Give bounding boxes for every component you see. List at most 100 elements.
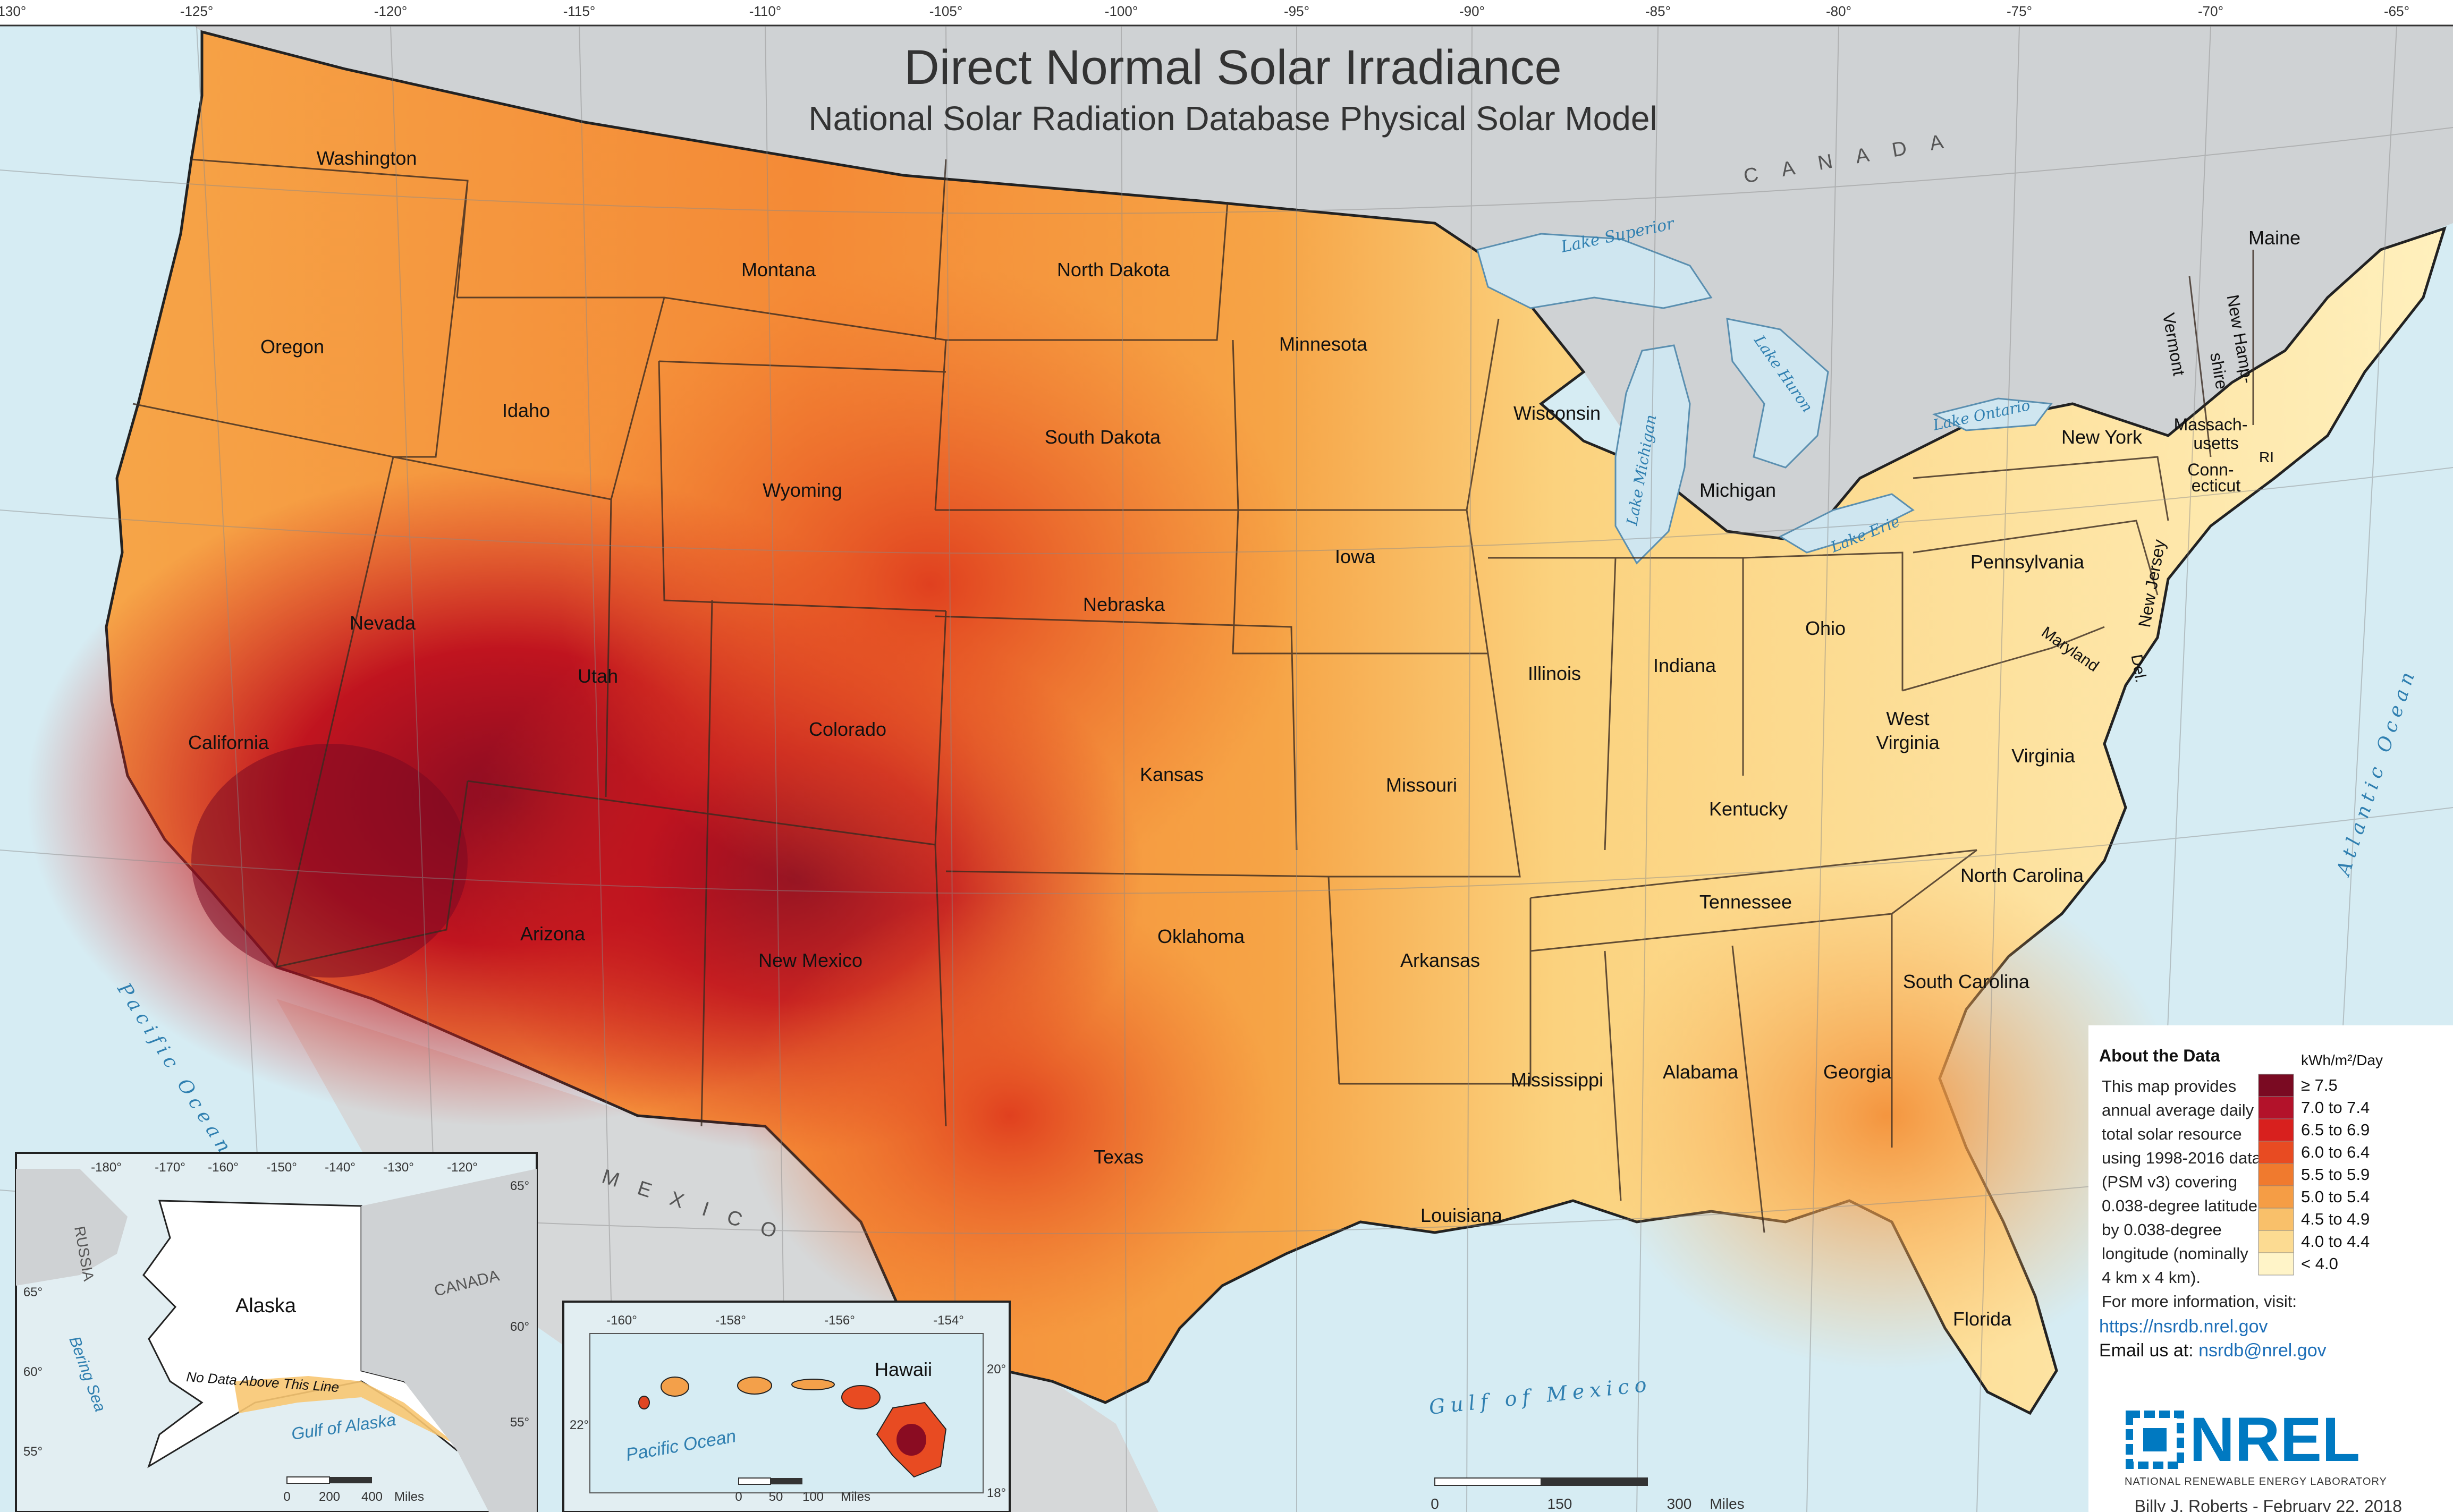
canada-inset-land [361, 1169, 537, 1512]
state-label-georgia: Georgia [1823, 1061, 1892, 1083]
state-label-west-virginia-line1: West [1886, 708, 1929, 729]
nrel-logo: NREL NATIONAL RENEWABLE ENERGY LABORATOR… [2125, 1405, 2387, 1488]
hi-scale-label: 100 [802, 1490, 824, 1504]
ak-lon-label: -150° [266, 1160, 297, 1175]
state-label-new-york: New York [2061, 426, 2143, 448]
email-link[interactable]: nsrdb@nrel.gov [2198, 1340, 2327, 1361]
top-frame [0, 0, 2453, 26]
big-island-heat [896, 1424, 926, 1456]
map-title: Direct Normal Solar Irradiance [904, 40, 1561, 95]
ak-scale-label: 400 [361, 1490, 383, 1504]
molokai-island [791, 1379, 835, 1390]
nsrdb-link[interactable]: https://nsrdb.nrel.gov [2099, 1316, 2268, 1337]
legend-swatch [2258, 1141, 2294, 1164]
lake-superior [1476, 233, 1713, 309]
state-label-utah: Utah [578, 665, 618, 687]
state-label-montana: Montana [741, 259, 816, 281]
about-line: This map provides [2102, 1077, 2236, 1095]
lon-label: -75° [2007, 3, 2032, 19]
state-label-maine: Maine [2248, 227, 2300, 249]
state-label-idaho: Idaho [502, 400, 550, 421]
about-line: total solar resource [2102, 1125, 2242, 1143]
legend-label: 5.5 to 5.9 [2301, 1165, 2370, 1184]
state-label-illinois: Illinois [1528, 662, 1581, 684]
alaska-label: Alaska [235, 1295, 297, 1317]
lon-label: -125° [180, 3, 213, 19]
ak-scale-label: 0 [283, 1490, 290, 1504]
about-line: longitude (nominally [2102, 1244, 2248, 1263]
legend-label: 6.0 to 6.4 [2301, 1143, 2370, 1161]
lon-label: -100° [1105, 3, 1138, 19]
about-line: (PSM v3) covering [2102, 1173, 2237, 1191]
lon-label: -120° [374, 3, 407, 19]
scale-label: 150 [1547, 1496, 1572, 1512]
state-label-washington: Washington [317, 147, 417, 169]
legend-label: 4.0 to 4.4 [2301, 1232, 2370, 1251]
russia-land [16, 1169, 128, 1286]
lon-label: -85° [1645, 3, 1671, 19]
nrel-tagline: NATIONAL RENEWABLE ENERGY LABORATORY [2125, 1476, 2387, 1488]
ak-lat-label: 65° [510, 1179, 529, 1193]
hi-lat-label: 22° [570, 1418, 589, 1432]
state-label-north-carolina: North Carolina [1960, 864, 2084, 886]
state-label-kansas: Kansas [1140, 763, 1204, 785]
legend-label: 6.5 to 6.9 [2301, 1120, 2370, 1139]
kauai-island [661, 1377, 689, 1397]
state-label-texas: Texas [1094, 1146, 1144, 1168]
lon-label: -95° [1284, 3, 1309, 19]
nrel-sun-icon [2126, 1411, 2184, 1469]
heat-texas [744, 893, 1275, 1339]
state-label-oregon: Oregon [260, 336, 324, 358]
graticule [0, 26, 2453, 1512]
ak-lon-label: -170° [155, 1160, 185, 1175]
alaska-inset: Alaska RUSSIA CANADA Bering Sea Gulf of … [15, 1152, 538, 1512]
legend-label: 5.0 to 5.4 [2301, 1187, 2370, 1206]
scale-label: 0 [1431, 1496, 1439, 1512]
map-subtitle: National Solar Radiation Database Physic… [808, 99, 1657, 138]
hi-scale-label: Miles [841, 1490, 870, 1504]
hi-lon-label: -156° [824, 1313, 855, 1328]
state-label-connecticut-line1: Conn- [2187, 460, 2234, 479]
email-line: Email us at: nsrdb@nrel.gov [2099, 1340, 2327, 1361]
state-label-wisconsin: Wisconsin [1513, 402, 1601, 424]
heat-desert-core [191, 744, 468, 978]
legend-swatch [2258, 1185, 2294, 1209]
hi-lon-label: -154° [933, 1313, 964, 1328]
state-label-iowa: Iowa [1335, 546, 1376, 567]
about-line: by 0.038-degree [2102, 1220, 2222, 1239]
hi-scale-label: 0 [735, 1490, 742, 1504]
state-label-nevada: Nevada [350, 612, 416, 634]
lon-label: -65° [2384, 3, 2409, 19]
longitude-labels: -130° -125° -120° -115° -110° -105° -100… [0, 3, 2409, 19]
nrel-logo-text: NREL [2189, 1405, 2360, 1475]
lon-label: -105° [929, 3, 962, 19]
legend-swatch [2258, 1252, 2294, 1276]
oahu-island [737, 1377, 772, 1395]
ak-lat-label: 60° [23, 1365, 43, 1379]
hi-lon-label: -158° [715, 1313, 746, 1328]
lake-huron [1726, 318, 1829, 469]
lon-label: -70° [2198, 3, 2223, 19]
hi-lon-label: -160° [606, 1313, 637, 1328]
info-panel: About the Data This map provides annual … [2088, 1025, 2453, 1512]
state-borders [132, 158, 2254, 1233]
main-scale-bar: 0 150 300 Miles [1431, 1477, 1745, 1512]
state-label-louisiana: Louisiana [1420, 1204, 1503, 1226]
email-prefix: Email us at: [2099, 1340, 2198, 1361]
state-label-florida: Florida [1953, 1308, 2012, 1330]
ak-scale-label: Miles [394, 1490, 424, 1504]
state-label-new-mexico: New Mexico [758, 949, 862, 971]
legend-swatch [2258, 1074, 2294, 1097]
heat-plains [558, 266, 1302, 903]
more-info-text: For more information, visit: [2102, 1292, 2297, 1311]
state-label-oklahoma: Oklahoma [1157, 925, 1245, 947]
about-heading: About the Data [2099, 1046, 2220, 1065]
state-label-mississippi: Mississippi [1511, 1069, 1603, 1091]
state-label-wyoming: Wyoming [763, 479, 842, 501]
scale-label: 300 [1667, 1496, 1692, 1512]
ak-lon-label: -180° [91, 1160, 122, 1175]
lake-michigan [1614, 344, 1691, 565]
hawaii-inset: Hawaii Pacific Ocean -160° -158° -156° -… [562, 1301, 1011, 1512]
ak-lat-label: 60° [510, 1320, 529, 1334]
